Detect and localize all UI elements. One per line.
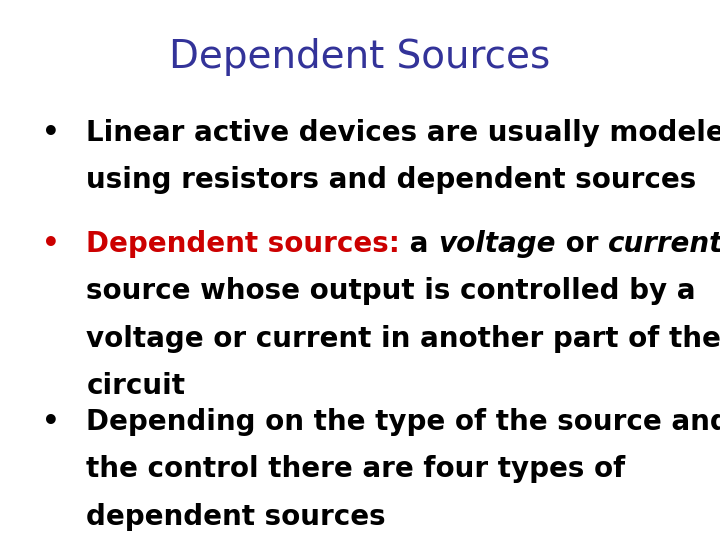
Text: current: current xyxy=(608,230,720,258)
Text: dependent sources: dependent sources xyxy=(86,503,386,531)
Text: or: or xyxy=(556,230,608,258)
Text: Dependent Sources: Dependent Sources xyxy=(169,38,551,76)
Text: the control there are four types of: the control there are four types of xyxy=(86,455,626,483)
Text: Dependent sources:: Dependent sources: xyxy=(86,230,400,258)
Text: voltage or current in another part of the: voltage or current in another part of th… xyxy=(86,325,720,353)
Text: •: • xyxy=(42,408,59,436)
Text: circuit: circuit xyxy=(86,372,185,400)
Text: •: • xyxy=(42,230,59,258)
Text: •: • xyxy=(42,119,59,147)
Text: source whose output is controlled by a: source whose output is controlled by a xyxy=(86,277,696,305)
Text: voltage: voltage xyxy=(438,230,556,258)
Text: using resistors and dependent sources: using resistors and dependent sources xyxy=(86,166,697,194)
Text: Linear active devices are usually modeled: Linear active devices are usually modele… xyxy=(86,119,720,147)
Text: Depending on the type of the source and: Depending on the type of the source and xyxy=(86,408,720,436)
Text: a: a xyxy=(400,230,438,258)
